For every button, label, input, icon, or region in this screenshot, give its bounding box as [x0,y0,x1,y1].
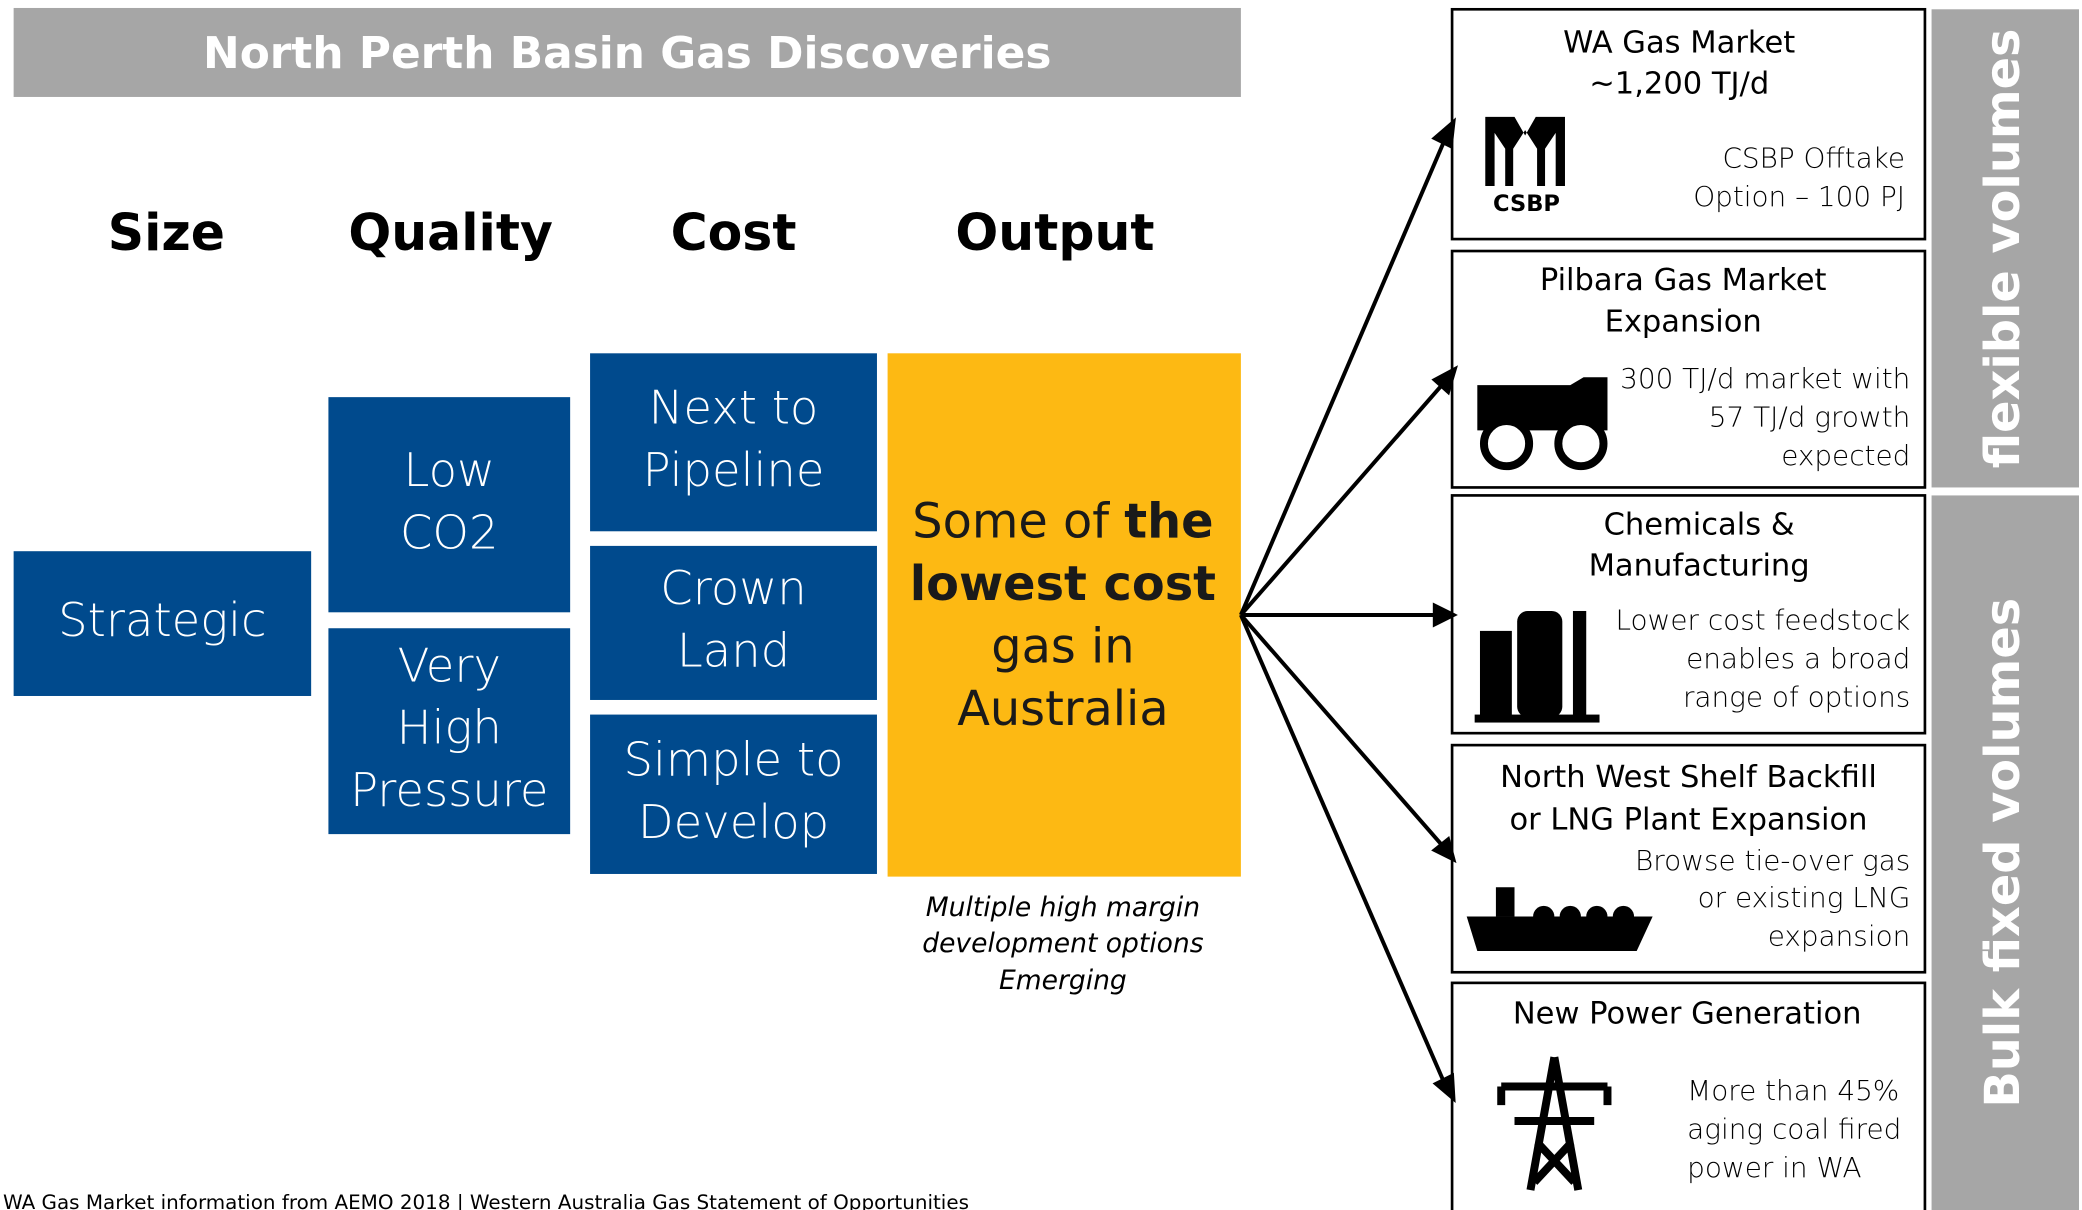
market-title: Chemicals & [1604,507,1795,542]
market-description: Lower cost feedstock [1615,604,1910,637]
box-text: Crown [660,561,806,615]
box-text: Pressure [350,763,548,817]
output-line: gas in [991,619,1134,674]
csbp-logo [1485,116,1565,186]
column-header: Cost [671,203,797,262]
factory-icon [1474,610,1600,723]
box-text: Pipeline [643,443,825,497]
market-description: More than 45% [1687,1074,1899,1107]
market-description: 300 TJ/d market with [1620,362,1910,395]
box-text: Land [677,624,790,678]
box [328,628,571,835]
market-description: Option – 100 PJ [1693,180,1905,213]
box-text: Simple to [623,733,843,787]
market-description: aging coal fired [1687,1112,1901,1145]
column-header: Size [108,203,225,262]
output-line: lowest cost [910,557,1216,612]
box [590,714,877,874]
market-title: New Power Generation [1513,996,1862,1031]
output-segment: lowest cost [910,557,1216,612]
output-box [887,353,1241,877]
footnote: WA Gas Market information from AEMO 2018… [3,1191,969,1210]
market-description: expansion [1768,920,1911,953]
pylon-icon [1497,1056,1612,1191]
output-note: Emerging [999,965,1127,996]
side-bar [1931,9,2079,488]
side-label: Bulk fixed volumes [1976,598,2031,1108]
output-segment: gas in [991,619,1134,674]
market-title: North West Shelf Backfill [1500,760,1877,795]
box [590,545,877,700]
market-description: expected [1781,439,1910,472]
box-text: High [397,701,502,755]
box-text: CO2 [400,505,499,559]
market-description: range of options [1683,681,1910,714]
box [328,397,571,613]
box-text: Strategic [58,593,266,647]
title: North Perth Basin Gas Discoveries [203,28,1051,79]
market-title: or LNG Plant Expansion [1510,802,1868,837]
box-text: Very [398,638,501,692]
market-title: Expansion [1605,304,1762,339]
ship-icon [1466,887,1653,951]
output-note: Multiple high margin [926,892,1200,923]
market-box [1450,743,1927,974]
output-segment: Some of [912,495,1124,550]
market-description: or existing LNG [1698,881,1911,914]
market-box [1450,249,1927,489]
box [590,353,877,532]
title-bar [13,7,1241,97]
market-description: CSBP Offtake [1722,141,1905,174]
market-description: enables a broad [1686,642,1910,675]
column-header: Quality [348,203,553,262]
output-line: Australia [957,682,1168,737]
market-box [1450,7,1927,241]
column-header: Output [955,203,1154,262]
box-text: Next to [649,381,819,435]
output-note: development options [922,928,1204,959]
box [13,551,312,696]
logo-text: CSBP [1493,191,1560,217]
output-segment: the [1124,495,1213,550]
box-text: Low [404,443,496,497]
box-text: Develop [638,795,829,849]
side-bar [1931,495,2079,1210]
output-segment: Australia [957,682,1168,737]
market-description: Browse tie-over gas [1635,844,1910,877]
market-description: 57 TJ/d growth [1709,400,1911,433]
market-title: WA Gas Market [1563,25,1795,60]
market-box [1450,981,1927,1210]
side-label: flexible volumes [1976,28,2031,468]
truck-icon [1477,377,1608,471]
output-line: Some of the [912,495,1213,550]
market-title: Manufacturing [1589,549,1810,584]
market-title: ~1,200 TJ/d [1589,67,1769,102]
market-description: power in WA [1687,1151,1861,1184]
market-title: Pilbara Gas Market [1540,263,1827,298]
arrows [1239,117,1458,1103]
market-box [1450,494,1927,735]
